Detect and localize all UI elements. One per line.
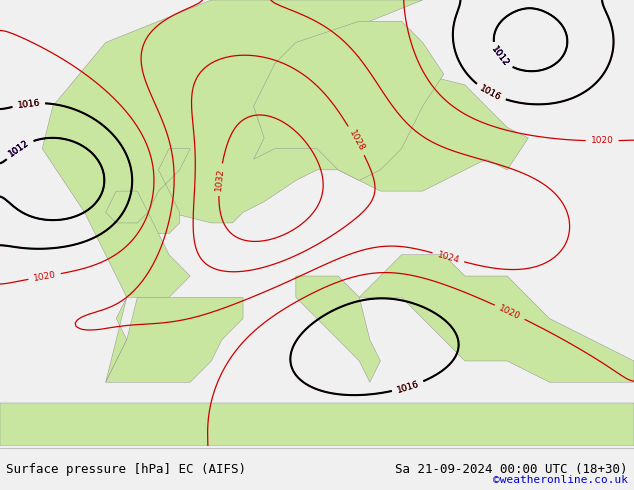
Text: 1028: 1028 (347, 128, 366, 153)
Text: 1020: 1020 (591, 136, 614, 146)
Text: 1016: 1016 (479, 84, 503, 102)
Text: ©weatheronline.co.uk: ©weatheronline.co.uk (493, 475, 628, 485)
Text: 1020: 1020 (498, 303, 522, 321)
Text: 1012: 1012 (7, 138, 31, 159)
Text: 1012: 1012 (489, 45, 510, 69)
Polygon shape (106, 297, 243, 382)
Polygon shape (106, 191, 148, 223)
Text: Surface pressure [hPa] EC (AIFS): Surface pressure [hPa] EC (AIFS) (6, 463, 247, 476)
Polygon shape (148, 148, 190, 234)
Polygon shape (0, 403, 634, 446)
Polygon shape (254, 21, 444, 180)
Polygon shape (42, 0, 528, 382)
Text: 1012: 1012 (7, 138, 31, 159)
Polygon shape (296, 276, 380, 382)
Text: Sa 21-09-2024 00:00 UTC (18+30): Sa 21-09-2024 00:00 UTC (18+30) (395, 463, 628, 476)
Text: 1016: 1016 (396, 379, 420, 394)
Text: 1012: 1012 (489, 45, 510, 69)
Text: 1012: 1012 (489, 45, 510, 69)
Text: 1020: 1020 (32, 270, 56, 283)
Text: 1016: 1016 (396, 379, 420, 394)
Text: 1012: 1012 (7, 138, 31, 159)
Polygon shape (359, 255, 634, 382)
Text: 1016: 1016 (16, 98, 41, 110)
Text: 1032: 1032 (214, 168, 226, 192)
Text: 1024: 1024 (436, 250, 460, 265)
Text: 1016: 1016 (16, 98, 41, 110)
Text: 1016: 1016 (479, 84, 503, 102)
